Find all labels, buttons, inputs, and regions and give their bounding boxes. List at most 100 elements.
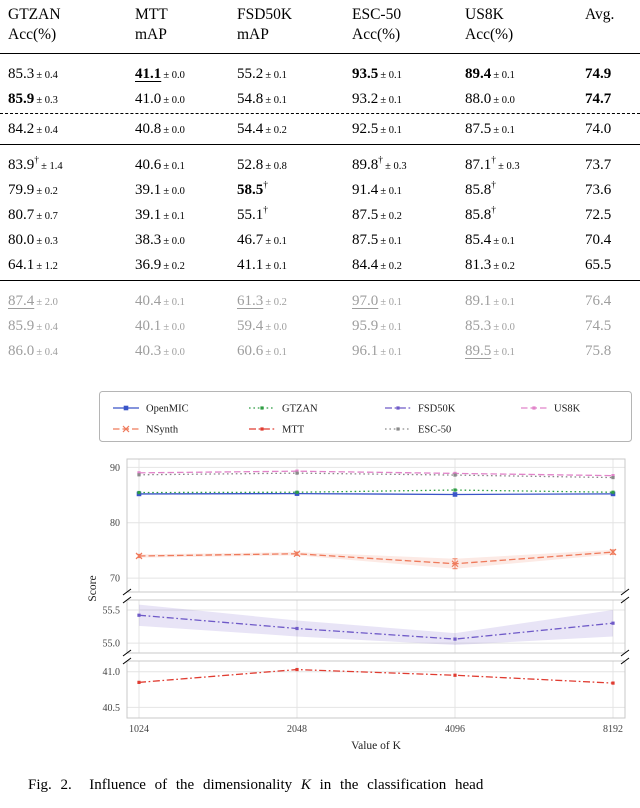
marker-square (260, 406, 264, 410)
series-line-esc-50 (138, 472, 614, 479)
marker-square (260, 427, 264, 431)
metric-value: 87.5 (465, 120, 492, 137)
metric-value: 93.5 (352, 65, 379, 82)
std-dev: ± 0.0 (161, 235, 185, 247)
results-table: GTZAN Acc(%) MTT mAP FSD50K mAP ESC-50 Acc(%) US… (0, 0, 640, 363)
metric-value: 54.4 (237, 120, 264, 137)
metric-value: 41.1 (135, 65, 162, 82)
table-cell: 74.5 (585, 317, 640, 335)
std-dev: ± 0.0 (161, 69, 185, 81)
marker-square (532, 406, 536, 410)
table-cell: 39.1 ± 0.0 (135, 181, 237, 199)
dagger-mark: † (34, 155, 39, 166)
metric-value: 40.1 (135, 317, 162, 334)
table-cell: 38.3 ± 0.0 (135, 231, 237, 249)
metric-value: 59.4 (237, 317, 264, 334)
std-dev: ± 0.0 (161, 94, 185, 106)
std-dev: ± 0.1 (263, 94, 287, 106)
table-cell: 87.5 ± 0.1 (352, 231, 465, 249)
table-cell: 83.9† ± 1.4 (8, 155, 135, 174)
table-row: 79.9 ± 0.2 39.1 ± 0.0 58.5† 91.4 ± 0.1 85.8†… (8, 177, 640, 202)
metric-value: 89.1 (465, 292, 492, 309)
dagger-mark: † (263, 180, 268, 191)
std-dev: ± 0.1 (378, 321, 402, 333)
table-row: 85.3 ± 0.4 41.1 ± 0.0 55.2 ± 0.1 93.5 ± 0.1… (8, 61, 640, 86)
metric-value: 97.0 (352, 292, 379, 309)
y-tick-label: 41.0 (103, 667, 121, 678)
metric-value: 79.9 (8, 181, 35, 198)
axis-break-mark (620, 649, 630, 657)
metric-value: 58.5 (237, 181, 264, 198)
table-cell: 58.5† (237, 180, 352, 199)
y-tick-label: 70 (110, 574, 120, 585)
table-cell: 41.0 ± 0.0 (135, 90, 237, 108)
series-line-fsd50k (138, 614, 614, 640)
metric-value: 61.3 (237, 292, 264, 309)
std-dev: ± 0.1 (378, 124, 402, 136)
caption-text-after: in the classification head (319, 777, 484, 793)
column-title: GTZAN (8, 6, 61, 23)
metric-value: 52.8 (237, 156, 264, 173)
table-cell: 74.9 (585, 65, 640, 83)
marker-square (137, 473, 141, 477)
column-header: ESC-50 Acc(%) (352, 5, 465, 45)
std-dev: ± 0.1 (378, 235, 402, 247)
std-dev: ± 0.4 (34, 124, 58, 136)
metric-value: 86.0 (8, 342, 35, 359)
column-title: ESC-50 (352, 6, 402, 23)
std-dev: ± 0.2 (491, 260, 515, 272)
table-cell: 41.1 ± 0.1 (237, 256, 352, 274)
group-separator-rule (0, 144, 640, 145)
legend-item-fsd50k: FSD50K (385, 404, 456, 415)
table-cell: 87.1† ± 0.3 (465, 155, 585, 174)
column-title: MTT (135, 6, 168, 23)
table-row: 85.9 ± 0.3 41.0 ± 0.0 54.8 ± 0.1 93.2 ± 0.1… (8, 86, 640, 111)
std-dev: ± 2.0 (34, 296, 58, 308)
std-dev: ± 0.8 (263, 160, 287, 172)
table-row: 84.2 ± 0.4 40.8 ± 0.0 54.4 ± 0.2 92.5 ± 0.1… (8, 116, 640, 141)
y-tick-label: 55.0 (103, 639, 121, 650)
table-cell: 60.6 ± 0.1 (237, 342, 352, 360)
panel-border (126, 660, 626, 719)
y-tick-label: 90 (110, 463, 120, 474)
marker-square (611, 621, 615, 625)
metric-value: 65.5 (585, 256, 612, 273)
table-row: 80.0 ± 0.3 38.3 ± 0.0 46.7 ± 0.1 87.5 ± 0.1… (8, 227, 640, 252)
std-dev: ± 0.4 (34, 346, 58, 358)
metric-value: 87.1 (465, 156, 492, 173)
metric-value: 74.5 (585, 317, 612, 334)
table-cell: 85.3 ± 0.4 (8, 65, 135, 83)
metric-value: 75.8 (585, 342, 612, 359)
metric-value: 87.4 (8, 292, 35, 309)
table-cell: 54.8 ± 0.1 (237, 90, 352, 108)
table-cell: 89.4 ± 0.1 (465, 65, 585, 83)
series-line-us8k (138, 470, 614, 477)
metric-value: 55.1 (237, 206, 264, 223)
legend-item-nsynth: NSynth (113, 425, 179, 436)
table-cell: 85.9 ± 0.3 (8, 90, 135, 108)
std-dev: ± 0.3 (496, 160, 520, 172)
table-cell: 73.7 (585, 156, 640, 174)
table-cell: 65.5 (585, 256, 640, 274)
dagger-mark: † (491, 205, 496, 216)
table-header-row: GTZAN Acc(%) MTT mAP FSD50K mAP ESC-50 Acc(%) US… (8, 3, 640, 50)
std-dev: ± 0.1 (491, 124, 515, 136)
x-axis-label: Value of K (351, 740, 402, 752)
table-row: 80.7 ± 0.7 39.1 ± 0.1 55.1† 87.5 ± 0.2 85.8†… (8, 202, 640, 227)
series-line-openmic (138, 492, 614, 496)
column-header: FSD50K mAP (237, 5, 352, 45)
metric-value: 40.4 (135, 292, 162, 309)
legend-item-mtt: MTT (249, 425, 305, 436)
table-cell: 39.1 ± 0.1 (135, 206, 237, 224)
metric-value: 38.3 (135, 231, 162, 248)
std-dev: ± 0.1 (263, 69, 287, 81)
metric-value: 89.8 (352, 156, 379, 173)
column-title: US8K (465, 6, 504, 23)
dashed-rule (0, 113, 640, 114)
metric-value: 83.9 (8, 156, 35, 173)
table-cell: 73.6 (585, 181, 640, 199)
table-cell: 86.0 ± 0.4 (8, 342, 135, 360)
std-dev: ± 0.2 (263, 296, 287, 308)
table-cell: 85.3 ± 0.0 (465, 317, 585, 335)
marker-square (453, 637, 457, 641)
